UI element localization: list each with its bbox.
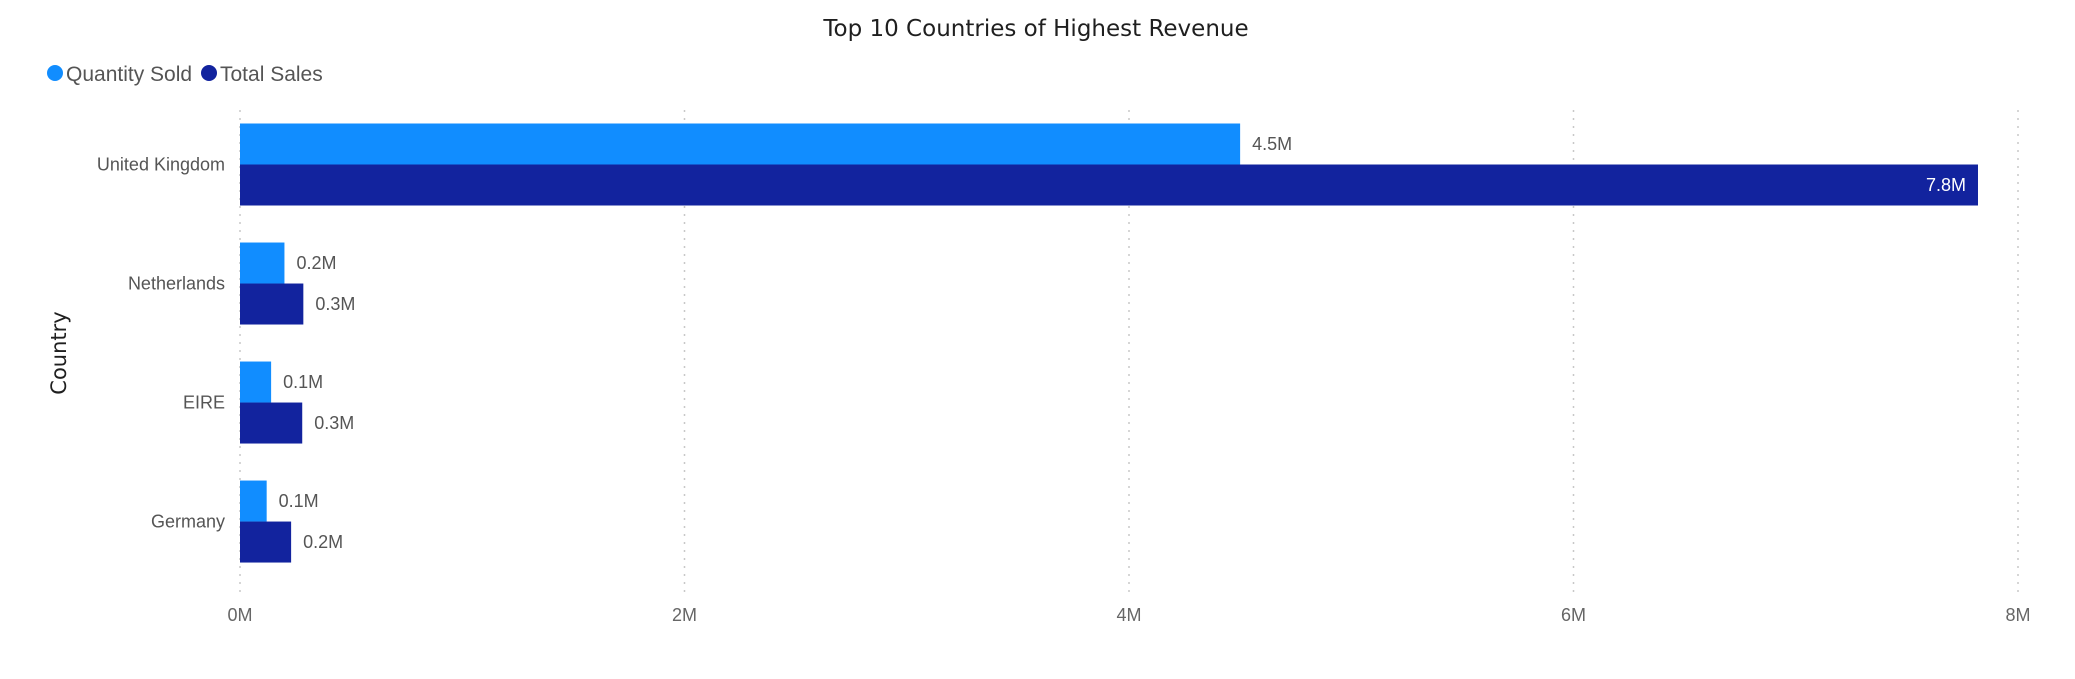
bar-united-kingdom-quantity-sold[interactable] bbox=[240, 123, 1241, 165]
chart-title: Top 10 Countries of Highest Revenue bbox=[822, 16, 1248, 42]
data-label-eire-total-sales: 0.3M bbox=[314, 413, 354, 433]
y-axis-title: Country bbox=[47, 311, 71, 394]
bars: 4.5M 7.8M 0.2M 0.3M 0.1M 0.3M 0.1M 0.2M bbox=[240, 123, 1978, 563]
x-tick-label: 0M bbox=[227, 605, 252, 625]
x-tick-label: 8M bbox=[2005, 605, 2030, 625]
data-label-germany-total-sales: 0.2M bbox=[303, 532, 343, 552]
legend[interactable]: Quantity Sold Total Sales bbox=[47, 63, 323, 86]
bar-netherlands-total-sales[interactable] bbox=[240, 283, 304, 325]
legend-label-quantity-sold: Quantity Sold bbox=[66, 63, 192, 86]
legend-marker-total-sales bbox=[201, 65, 217, 81]
data-label-germany-quantity-sold: 0.1M bbox=[279, 491, 319, 511]
data-label-united-kingdom-total-sales: 7.8M bbox=[1926, 175, 1966, 195]
data-label-netherlands-quantity-sold: 0.2M bbox=[296, 253, 336, 273]
category-label-netherlands: Netherlands bbox=[128, 274, 225, 294]
bar-netherlands-quantity-sold[interactable] bbox=[240, 242, 285, 284]
category-label-eire: EIRE bbox=[183, 393, 225, 413]
x-tick-label: 2M bbox=[672, 605, 697, 625]
data-label-united-kingdom-quantity-sold: 4.5M bbox=[1252, 134, 1292, 154]
legend-marker-quantity-sold bbox=[47, 65, 63, 81]
bar-germany-total-sales[interactable] bbox=[240, 521, 292, 563]
data-label-netherlands-total-sales: 0.3M bbox=[315, 294, 355, 314]
bar-eire-quantity-sold[interactable] bbox=[240, 361, 272, 403]
x-tick-label: 6M bbox=[1561, 605, 1586, 625]
category-label-united-kingdom: United Kingdom bbox=[97, 155, 225, 175]
x-tick-label: 4M bbox=[1116, 605, 1141, 625]
category-labels: United Kingdom Netherlands EIRE Germany bbox=[97, 155, 225, 532]
bar-united-kingdom-total-sales[interactable] bbox=[240, 164, 1978, 206]
bar-eire-total-sales[interactable] bbox=[240, 402, 303, 444]
data-label-eire-quantity-sold: 0.1M bbox=[283, 372, 323, 392]
x-axis-ticks: 0M 2M 4M 6M 8M bbox=[227, 605, 2030, 625]
category-label-germany: Germany bbox=[151, 512, 225, 532]
bar-germany-quantity-sold[interactable] bbox=[240, 480, 267, 522]
legend-label-total-sales: Total Sales bbox=[220, 63, 323, 86]
